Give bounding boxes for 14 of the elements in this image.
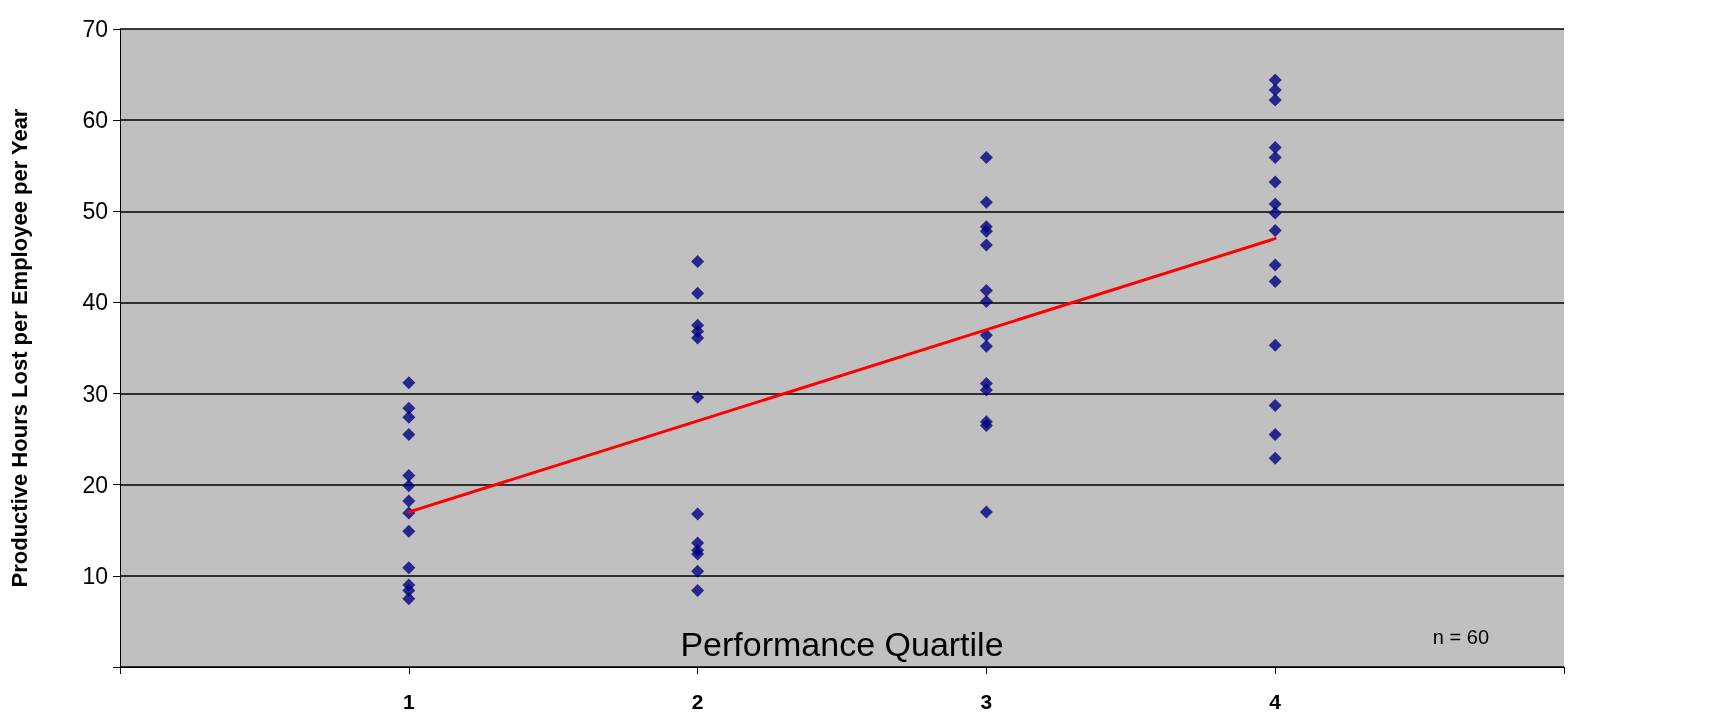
y-tick-label: 70 xyxy=(82,16,108,42)
y-tick-label: 50 xyxy=(82,198,108,225)
y-tick-label: 10 xyxy=(82,562,108,589)
y-axis-title: Productive Hours Lost per Employee per Year xyxy=(6,108,32,588)
x-tick-label: 4 xyxy=(1269,690,1282,713)
x-tick-label: 3 xyxy=(980,690,993,713)
y-tick-label: 20 xyxy=(82,471,108,498)
annotation: n = 60 xyxy=(1432,626,1490,648)
y-tick-label: 40 xyxy=(82,289,108,316)
y-tick-label: 60 xyxy=(82,107,108,134)
x-tick-label: 2 xyxy=(691,690,704,713)
x-tick-label: 1 xyxy=(402,690,415,713)
y-tick-label: 30 xyxy=(82,380,108,407)
x-axis-title: Performance Quartile xyxy=(680,625,1004,663)
